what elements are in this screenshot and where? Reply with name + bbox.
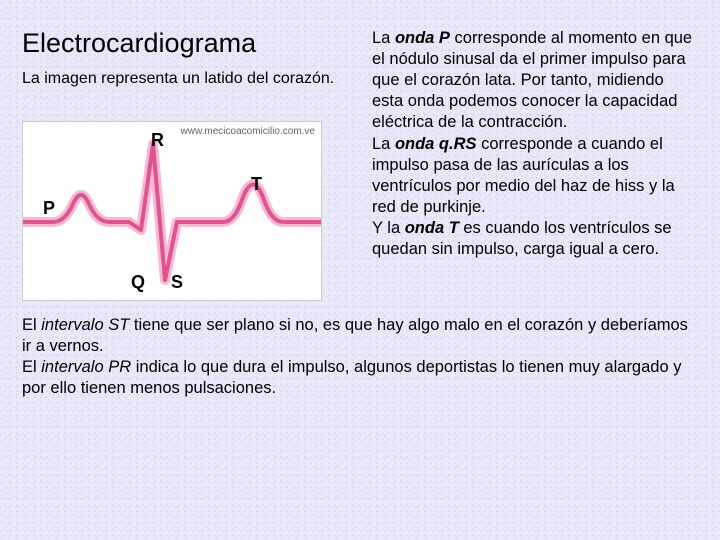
subtitle: La imagen representa un latido del coraz… (22, 69, 342, 89)
text: El (22, 358, 41, 376)
paragraph: El intervalo ST tiene que ser plano si n… (22, 315, 698, 357)
emphasis: intervalo ST (41, 316, 129, 334)
emphasis: intervalo PR (41, 358, 131, 376)
ecg-label-s: S (171, 272, 183, 293)
text: Y la (372, 219, 405, 237)
text: El (22, 316, 41, 334)
paragraph: El intervalo PR indica lo que dura el im… (22, 357, 698, 399)
emphasis: onda P (395, 29, 450, 47)
ecg-label-t: T (251, 174, 262, 195)
bottom-section: El intervalo ST tiene que ser plano si n… (22, 315, 698, 399)
ecg-source-url: www.mecicoacomicilio.com.ve (181, 126, 315, 137)
left-column: Electrocardiograma La imagen representa … (22, 28, 342, 301)
page-title: Electrocardiograma (22, 28, 342, 59)
emphasis: onda T (405, 219, 459, 237)
paragraph: La onda q.RS corresponde a cuando el imp… (372, 134, 698, 218)
paragraph: La onda P corresponde al momento en que … (372, 28, 698, 134)
ecg-diagram: www.mecicoacomicilio.com.ve P Q R S T (22, 121, 322, 301)
emphasis: onda q.RS (395, 135, 477, 153)
right-column: La onda P corresponde al momento en que … (372, 28, 698, 301)
top-section: Electrocardiograma La imagen representa … (22, 28, 698, 301)
text: La (372, 29, 395, 47)
paragraph: Y la onda T es cuando los ventrículos se… (372, 218, 698, 260)
ecg-label-r: R (151, 130, 164, 151)
text: La (372, 135, 395, 153)
ecg-label-q: Q (131, 272, 145, 293)
ecg-label-p: P (43, 198, 55, 219)
